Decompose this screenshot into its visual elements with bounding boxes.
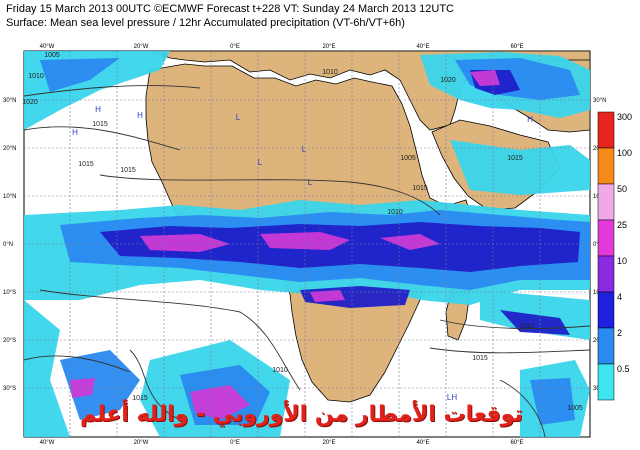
- pressure-centre: LH: [447, 393, 457, 402]
- bottom-lon-label: 40°W: [40, 440, 55, 446]
- isobar-value: 1015: [78, 161, 94, 168]
- left-lat-label: 0°N: [3, 242, 13, 248]
- left-lat-label: 20°S: [3, 338, 16, 344]
- left-lat-label: 30°S: [3, 386, 16, 392]
- top-lon-label: 40°W: [40, 44, 55, 50]
- legend-level-label: 25: [617, 220, 627, 230]
- isobar-value: 1010: [519, 323, 535, 330]
- chart-title-line2: Surface: Mean sea level pressure / 12hr …: [6, 17, 405, 29]
- isobar-value: 1010: [387, 209, 403, 216]
- right-lat-label: 30°N: [593, 98, 606, 104]
- isobar-value: 1010: [322, 69, 338, 76]
- legend-level-label: 300: [617, 112, 632, 122]
- pressure-centre: H: [137, 111, 143, 120]
- legend-swatch: [597, 183, 615, 221]
- legend-swatch: [597, 219, 615, 257]
- isobar-value: 1020: [22, 99, 38, 106]
- pressure-centre: L: [258, 158, 263, 167]
- arabic-watermark: توقعات الأمطار من الأوروبي - والله أعلم: [80, 402, 523, 427]
- top-lon-label: 60°E: [510, 44, 523, 50]
- precip-legend: 300 100 50 25 10 4 2 0.5: [597, 111, 632, 401]
- isobar-value: 1015: [120, 167, 136, 174]
- top-lon-label: 20°W: [134, 44, 149, 50]
- legend-level-label: 0.5: [617, 364, 630, 374]
- legend-swatch: [597, 147, 615, 185]
- top-lon-label: 20°E: [322, 44, 335, 50]
- isobar-value: 1015: [507, 155, 523, 162]
- pressure-centre: L: [302, 145, 307, 154]
- legend-swatch: [597, 111, 615, 149]
- precip-heavy-layer: [100, 70, 580, 335]
- left-lat-label: 10°S: [3, 290, 16, 296]
- pressure-centre: L: [236, 113, 241, 122]
- legend-swatch: [597, 291, 615, 329]
- isobar-value: 1005: [44, 52, 60, 59]
- pressure-centre: H: [527, 115, 533, 124]
- isobar-value: 1005: [567, 405, 583, 412]
- isobar-value: 1010: [272, 367, 288, 374]
- legend-level-label: 2: [617, 328, 622, 338]
- isobar-value: 1005: [400, 155, 416, 162]
- isobar-value: 1015: [472, 355, 488, 362]
- pressure-centres: H H H H L L L L L LH: [72, 105, 533, 402]
- bottom-lon-label: 20°W: [134, 440, 149, 446]
- isobar-value: 1015: [412, 185, 428, 192]
- top-lon-label: 40°E: [416, 44, 429, 50]
- pressure-centre: H: [72, 128, 78, 137]
- legend-swatch: [597, 363, 615, 401]
- legend-level-label: 50: [617, 184, 627, 194]
- bottom-lon-label: 40°E: [416, 440, 429, 446]
- isobar-value: 1020: [440, 77, 456, 84]
- pressure-centre: L: [318, 223, 323, 232]
- top-lon-label: 0°E: [230, 44, 240, 50]
- chart-title-line1: Friday 15 March 2013 00UTC ©ECMWF Foreca…: [6, 3, 454, 15]
- isobar-value: 1015: [92, 121, 108, 128]
- bottom-lon-label: 0°E: [230, 440, 240, 446]
- isobar-value: 1015: [132, 395, 148, 402]
- lat-lon-grid: [24, 51, 590, 437]
- bottom-lon-label: 60°E: [510, 440, 523, 446]
- legend-level-label: 10: [617, 256, 627, 266]
- left-lat-label: 10°N: [3, 194, 16, 200]
- isobar-lines: [24, 85, 590, 437]
- legend-swatch: [597, 255, 615, 293]
- pressure-centre: L: [308, 178, 313, 187]
- pressure-centre: H: [95, 105, 101, 114]
- legend-swatch: [597, 327, 615, 365]
- left-lat-label: 30°N: [3, 98, 16, 104]
- left-lat-label: 20°N: [3, 146, 16, 152]
- legend-level-label: 100: [617, 148, 632, 158]
- bottom-lon-label: 20°E: [322, 440, 335, 446]
- isobar-value: 1010: [28, 73, 44, 80]
- isobar-labels: 1005 1010 1020 1015 1015 1015 1010 1005 1010 1020…: [22, 52, 583, 412]
- legend-level-label: 4: [617, 292, 622, 302]
